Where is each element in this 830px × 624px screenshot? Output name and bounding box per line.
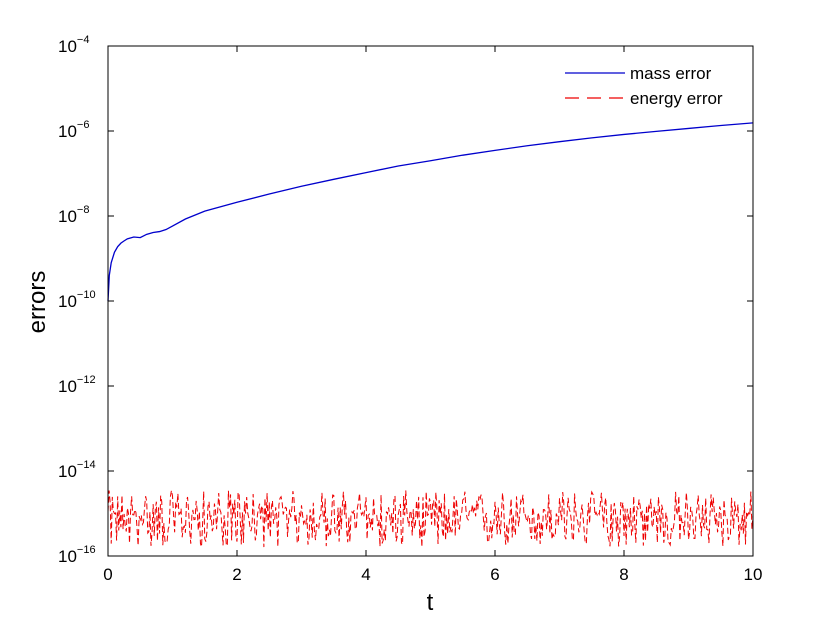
y-axis-label: errors [24,271,51,334]
y-tick-base: 10 [58,547,77,566]
energy-error-line [107,490,754,548]
legend-label-mass-error: mass error [630,64,712,83]
y-tick-exp: −14 [77,459,96,471]
mass-error-series [107,122,754,302]
y-tick-label: 10−8 [58,204,89,226]
mass-error-line [107,122,754,302]
y-tick-exp: −8 [77,204,90,216]
y-tick-base: 10 [58,462,77,481]
x-tick-label: 8 [619,565,628,584]
y-tick-exp: −6 [77,119,90,131]
y-tick-exp: −4 [77,34,90,46]
y-tick-exp: −16 [77,544,96,556]
legend: mass error energy error [565,64,723,108]
y-tick-label: 10−14 [58,459,96,481]
y-tick-base: 10 [58,37,77,56]
y-tick-base: 10 [58,377,77,396]
y-tick-label: 10−16 [58,544,96,566]
x-axis: 0 2 4 6 8 10 [103,46,762,584]
y-tick-base: 10 [58,292,77,311]
plot-frame [107,45,754,557]
y-tick-base: 10 [58,122,77,141]
y-tick-base: 10 [58,207,77,226]
x-tick-label: 2 [232,565,241,584]
y-tick-label: 10−4 [58,34,89,56]
x-tick-label: 0 [103,565,112,584]
x-axis-label: t [427,589,434,616]
x-tick-label: 10 [744,565,763,584]
y-tick-label: 10−6 [58,119,89,141]
y-tick-exp: −12 [77,374,96,386]
x-tick-label: 6 [490,565,499,584]
energy-error-series [107,490,754,548]
legend-label-energy-error: energy error [630,89,723,108]
y-tick-exp: −10 [77,289,96,301]
y-tick-label: 10−12 [58,374,96,396]
y-tick-label: 10−10 [58,289,96,311]
x-tick-label: 4 [361,565,370,584]
